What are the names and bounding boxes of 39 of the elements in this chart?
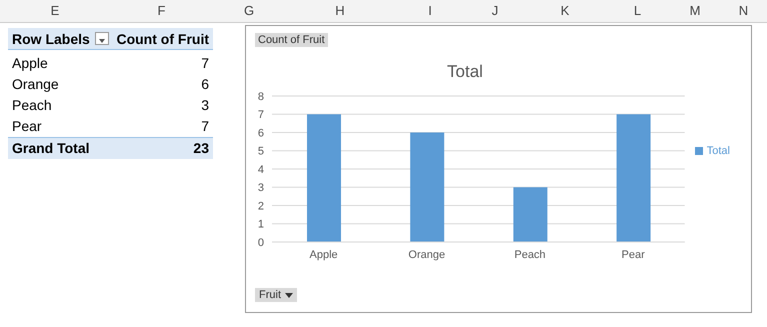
text: N [738,3,750,18]
text: E [50,3,60,18]
y-tick-label: 6 [258,127,264,140]
text: J [490,3,500,18]
text: Row Labels [12,31,90,47]
text: Fruit [259,289,281,301]
text: G [242,3,256,18]
x-tick-label: Apple [310,248,338,261]
text: H [334,3,346,18]
y-tick-label: 4 [258,164,264,176]
x-tick-label: Peach [514,248,546,261]
y-tick-label: 8 [258,90,264,103]
category-label: Peach [12,97,52,113]
category-label: Apple [12,55,48,71]
text: 7 [201,118,209,134]
text: 7 [201,55,209,71]
y-tick-label: 7 [258,109,264,122]
text: I [427,3,433,18]
text: 23 [193,140,209,156]
text: Count of Fruit [116,31,209,47]
y-tick-label: 0 [258,236,264,249]
y-tick-label: 5 [258,146,264,158]
text: K [560,3,570,18]
category-label: Pear [12,118,42,134]
text: 6 [201,76,209,92]
legend-label: Total [706,145,730,157]
chart-title: Total [446,62,484,82]
text: Count of Fruit [255,33,328,47]
x-tick-label: Orange [408,248,446,261]
y-tick-label: 1 [258,218,264,231]
text: Grand Total [12,140,90,156]
y-tick-label: 2 [258,200,264,212]
text: M [688,3,702,18]
category-label: Orange [12,76,59,92]
y-tick-label: 3 [258,182,264,194]
text: 3 [201,97,209,113]
text: L [632,3,642,18]
text: F [156,3,166,18]
x-tick-label: Pear [622,248,646,261]
